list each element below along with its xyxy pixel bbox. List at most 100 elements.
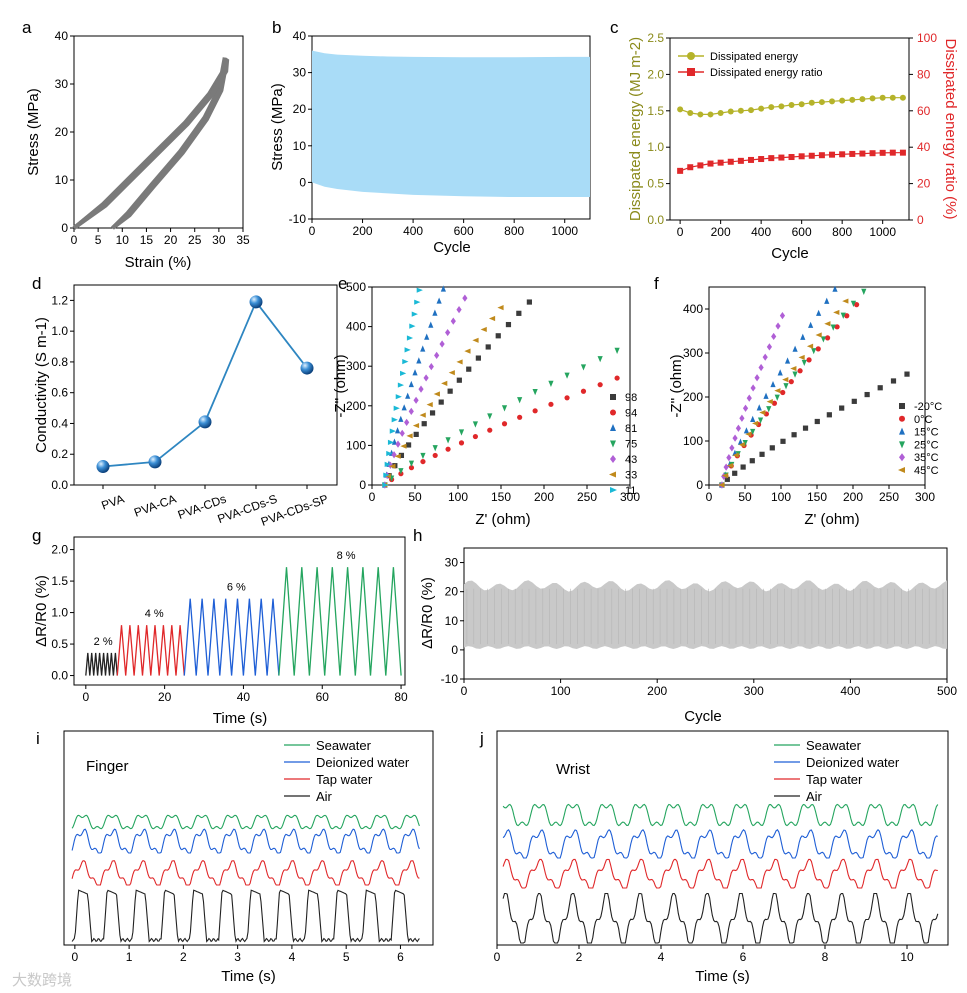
legend-label: 11 bbox=[625, 485, 636, 497]
data-point bbox=[411, 311, 418, 317]
x-axis-label: Cycle bbox=[433, 239, 471, 256]
data-point bbox=[300, 361, 314, 375]
panel-label-c: c bbox=[610, 18, 619, 37]
data-point bbox=[718, 482, 725, 488]
data-point bbox=[756, 404, 762, 411]
x-tick-label: 3 bbox=[234, 950, 241, 964]
data-point bbox=[548, 380, 554, 388]
legend-marker bbox=[687, 52, 695, 60]
data-point bbox=[429, 410, 436, 416]
data-point bbox=[397, 382, 405, 388]
data-point bbox=[448, 370, 455, 376]
legend-label: 75 bbox=[625, 439, 637, 451]
data-point bbox=[418, 385, 424, 393]
category-label: PVA bbox=[100, 492, 127, 513]
data-point bbox=[798, 354, 805, 361]
sensing-trace bbox=[71, 860, 420, 886]
x-tick-label: 0 bbox=[706, 490, 713, 504]
data-point bbox=[797, 368, 803, 374]
legend-label: Seawater bbox=[316, 738, 372, 753]
data-point bbox=[394, 453, 401, 459]
x-axis-label: Strain (%) bbox=[125, 254, 192, 271]
y-tick-label: 0 bbox=[359, 478, 366, 492]
data-point bbox=[829, 151, 836, 158]
data-point bbox=[788, 101, 795, 108]
data-point bbox=[472, 421, 479, 428]
x-tick-label: 40 bbox=[237, 690, 251, 704]
y-axis-label: Dissipated energy (MJ m-2) bbox=[627, 37, 644, 221]
data-point bbox=[792, 345, 798, 352]
x-tick-label: 8 bbox=[822, 950, 829, 964]
x-tick-label: 5 bbox=[95, 233, 102, 247]
data-point bbox=[815, 332, 822, 338]
y-tick-label: 20 bbox=[293, 102, 307, 116]
x-tick-label: 400 bbox=[751, 225, 771, 239]
x-tick-label: 200 bbox=[534, 490, 554, 504]
legend-marker bbox=[610, 424, 616, 431]
data-point bbox=[782, 377, 789, 383]
data-point bbox=[445, 446, 451, 452]
x-tick-label: 20 bbox=[158, 690, 172, 704]
y-tick-label: 1.0 bbox=[51, 324, 68, 338]
panel-title: Finger bbox=[86, 758, 129, 775]
data-point bbox=[404, 347, 411, 353]
data-point bbox=[762, 353, 768, 361]
panel-label-g: g bbox=[32, 526, 41, 545]
data-point bbox=[783, 383, 789, 390]
data-point bbox=[505, 321, 512, 328]
x-tick-label: 2 bbox=[576, 950, 583, 964]
data-point bbox=[784, 357, 791, 364]
data-point bbox=[808, 152, 815, 159]
data-point bbox=[389, 428, 396, 434]
x-tick-label: 0 bbox=[461, 684, 468, 698]
data-point bbox=[445, 437, 451, 444]
panel-label-j: j bbox=[479, 729, 484, 748]
y-tick-label: -10 bbox=[289, 212, 307, 226]
hysteresis-loop bbox=[72, 58, 229, 230]
data-point bbox=[707, 160, 714, 167]
data-point bbox=[472, 433, 479, 440]
legend-label: 25°C bbox=[914, 439, 939, 451]
data-point bbox=[677, 167, 684, 174]
y-tick-label: 1.5 bbox=[51, 574, 68, 588]
x-tick-label: 30 bbox=[212, 233, 226, 247]
legend-label: Tap water bbox=[316, 772, 373, 787]
data-point bbox=[750, 428, 756, 436]
strain-label: 2 % bbox=[94, 636, 113, 648]
data-point bbox=[475, 355, 481, 361]
data-point bbox=[849, 96, 856, 103]
data-point bbox=[726, 453, 732, 462]
legend-marker bbox=[899, 403, 905, 409]
category-label: PVA-CA bbox=[132, 492, 178, 520]
x-tick-label: 80 bbox=[394, 690, 408, 704]
hysteresis-loop bbox=[72, 57, 228, 230]
legend-label: 94 bbox=[625, 408, 637, 420]
data-point bbox=[814, 418, 820, 425]
sensing-trace bbox=[502, 803, 939, 827]
data-point bbox=[737, 107, 744, 114]
legend-marker bbox=[610, 409, 616, 416]
data-point bbox=[771, 400, 778, 406]
data-point bbox=[732, 452, 739, 458]
panel-label-i: i bbox=[36, 729, 40, 748]
data-point bbox=[497, 304, 504, 311]
data-point bbox=[743, 427, 750, 434]
hysteresis-loop bbox=[72, 57, 228, 230]
data-point bbox=[398, 452, 405, 458]
strain-label: 8 % bbox=[337, 550, 356, 562]
hysteresis-loop bbox=[72, 57, 227, 230]
data-point bbox=[687, 109, 694, 116]
y-tick-label: 0.6 bbox=[51, 386, 68, 400]
data-point bbox=[412, 422, 420, 429]
y-tick-label: 0.0 bbox=[51, 478, 68, 492]
data-point bbox=[775, 322, 781, 330]
y-tick-label: -10 bbox=[441, 672, 459, 686]
data-point bbox=[839, 97, 846, 104]
data-point bbox=[464, 348, 471, 354]
legend-marker bbox=[899, 453, 905, 462]
panel-label-d: d bbox=[32, 274, 41, 293]
plot-frame-j bbox=[496, 730, 949, 946]
strain-curve bbox=[85, 652, 118, 676]
x-tick-label: 1 bbox=[126, 950, 133, 964]
data-point bbox=[495, 333, 501, 339]
